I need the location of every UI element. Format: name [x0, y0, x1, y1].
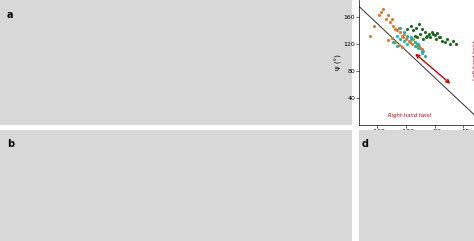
- Point: [396, 30, 404, 34]
- Point: [418, 27, 426, 31]
- Point: [384, 13, 392, 17]
- Point: [393, 34, 401, 38]
- Point: [407, 35, 415, 39]
- Point: [414, 42, 421, 46]
- Point: [414, 46, 422, 50]
- Point: [386, 20, 394, 24]
- Point: [409, 37, 417, 41]
- Text: Right-hand twist: Right-hand twist: [388, 113, 431, 118]
- Point: [407, 24, 415, 27]
- Text: a: a: [7, 10, 14, 20]
- Point: [407, 37, 415, 41]
- Point: [414, 35, 421, 39]
- Point: [417, 46, 424, 50]
- Point: [398, 34, 405, 38]
- Point: [405, 39, 412, 43]
- Point: [419, 49, 427, 53]
- Point: [399, 45, 406, 49]
- Point: [393, 28, 401, 32]
- Point: [395, 43, 402, 47]
- Point: [434, 31, 441, 35]
- Point: [401, 33, 408, 36]
- Point: [403, 35, 411, 39]
- Point: [396, 26, 404, 30]
- Point: [377, 10, 384, 14]
- Point: [410, 40, 418, 44]
- Point: [422, 35, 430, 39]
- Point: [389, 24, 397, 27]
- Point: [418, 51, 426, 54]
- Y-axis label: ψ (°): ψ (°): [335, 54, 342, 70]
- Point: [370, 24, 377, 27]
- Point: [432, 37, 440, 41]
- Point: [408, 42, 415, 46]
- X-axis label: φ (°): φ (°): [409, 135, 425, 142]
- Point: [403, 42, 411, 46]
- Point: [406, 40, 414, 44]
- Point: [417, 33, 424, 36]
- Point: [449, 39, 457, 43]
- Point: [437, 35, 444, 39]
- Point: [435, 35, 443, 39]
- Point: [396, 37, 404, 41]
- Point: [410, 40, 418, 44]
- Point: [444, 37, 451, 41]
- Text: b: b: [7, 139, 14, 149]
- Point: [403, 27, 411, 31]
- Point: [412, 26, 420, 30]
- Point: [418, 49, 426, 53]
- Point: [403, 34, 411, 38]
- Point: [399, 35, 407, 39]
- Point: [429, 33, 437, 36]
- Point: [424, 34, 431, 38]
- Point: [415, 22, 423, 26]
- Point: [419, 37, 427, 41]
- Point: [388, 17, 395, 21]
- Point: [414, 42, 422, 46]
- Point: [366, 34, 374, 38]
- Point: [428, 30, 436, 33]
- Point: [421, 30, 428, 34]
- Point: [384, 39, 392, 42]
- Point: [418, 47, 426, 51]
- Point: [410, 34, 418, 38]
- Point: [425, 32, 433, 36]
- Point: [389, 40, 397, 44]
- Point: [392, 40, 399, 44]
- Text: d: d: [362, 139, 369, 149]
- Point: [410, 44, 418, 48]
- Point: [379, 7, 387, 11]
- Point: [438, 39, 446, 43]
- Point: [409, 28, 417, 32]
- Text: Left-hand twist: Left-hand twist: [473, 41, 474, 80]
- Point: [431, 33, 438, 37]
- Point: [400, 39, 408, 43]
- Point: [382, 17, 390, 21]
- Point: [395, 26, 402, 30]
- Point: [392, 27, 399, 31]
- Point: [400, 30, 408, 34]
- Point: [447, 42, 454, 46]
- Point: [412, 44, 420, 48]
- Point: [415, 44, 423, 48]
- Point: [402, 37, 410, 41]
- Point: [393, 44, 401, 48]
- Point: [388, 36, 395, 40]
- Point: [441, 40, 448, 44]
- Point: [375, 13, 383, 17]
- Point: [452, 42, 460, 46]
- Point: [427, 35, 434, 39]
- Point: [421, 54, 429, 58]
